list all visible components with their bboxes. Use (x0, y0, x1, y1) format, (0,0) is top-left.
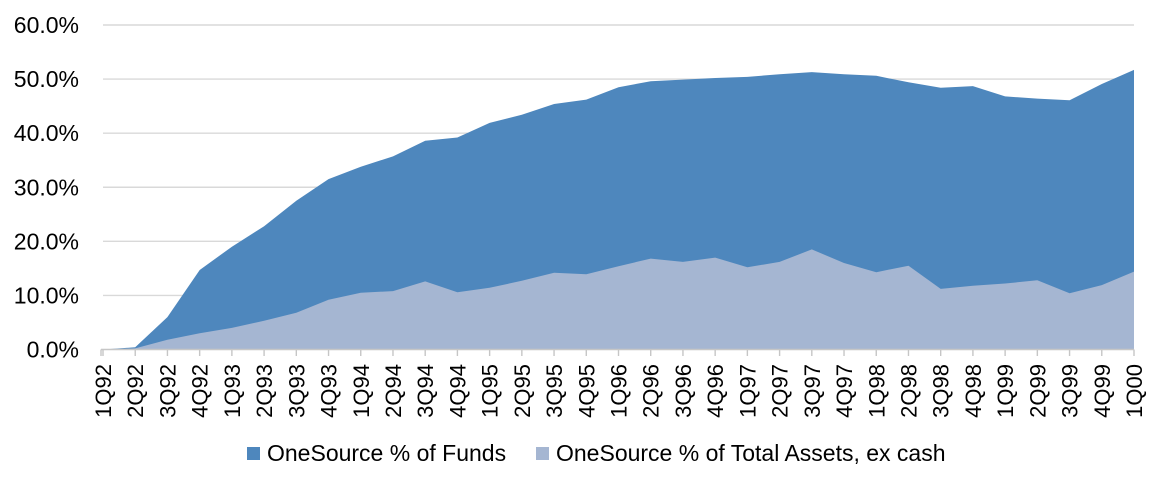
chart-legend: OneSource % of Funds OneSource % of Total… (0, 440, 1152, 470)
x-axis-label: 4Q94 (445, 364, 470, 418)
x-axis-label: 4Q98 (961, 364, 986, 418)
x-axis-label: 4Q93 (317, 364, 342, 418)
x-axis-label: 2Q95 (510, 364, 535, 418)
y-axis-label: 20.0% (14, 228, 79, 254)
x-axis-label: 1Q96 (607, 364, 632, 418)
x-axis-label: 4Q92 (188, 364, 213, 418)
x-axis-label: 3Q96 (671, 364, 696, 418)
x-axis-label: 1Q99 (993, 364, 1018, 418)
legend-swatch-icon (536, 446, 549, 460)
x-axis-label: 1Q94 (349, 364, 374, 418)
x-axis-label: 2Q99 (1025, 364, 1050, 418)
x-axis-label: 2Q98 (896, 364, 921, 418)
x-axis-label: 4Q99 (1090, 364, 1115, 418)
x-axis-label: 3Q99 (1058, 364, 1083, 418)
x-axis-label: 1Q00 (1122, 364, 1147, 418)
x-axis-label: 1Q93 (220, 364, 245, 418)
x-axis-label: 3Q98 (929, 364, 954, 418)
x-axis-label: 4Q95 (574, 364, 599, 418)
plot-area: 0.0% 10.0% 20.0% 30.0% 40.0% 50.0% 60.0% 1Q92 2Q… (14, 12, 1147, 418)
x-axis-label: 1Q98 (864, 364, 889, 418)
x-axis-label: 1Q97 (735, 364, 760, 418)
legend-label: OneSource % of Total Assets, ex cash (556, 440, 946, 466)
y-axis-label: 10.0% (14, 282, 79, 308)
x-axis-label: 4Q96 (703, 364, 728, 418)
x-axis-label: 3Q93 (284, 364, 309, 418)
x-axis-label: 3Q94 (413, 364, 438, 418)
legend-item-1: OneSource % of Total Assets, ex cash (536, 440, 946, 466)
x-axis-label: 3Q95 (542, 364, 567, 418)
y-axis-label: 60.0% (14, 12, 79, 38)
x-axis-label: 1Q92 (91, 364, 116, 418)
series-area-1 (103, 249, 1134, 350)
y-axis-label: 30.0% (14, 174, 79, 200)
y-axis-label: 50.0% (14, 66, 79, 92)
x-axis-label: 2Q92 (123, 364, 148, 418)
x-axis-label: 2Q94 (381, 364, 406, 418)
x-axis-label: 3Q97 (800, 364, 825, 418)
y-axis-label: 0.0% (27, 337, 79, 363)
legend-label: OneSource % of Funds (267, 440, 507, 466)
legend-item-0: OneSource % of Funds (247, 440, 506, 466)
x-axis-label: 2Q96 (639, 364, 664, 418)
x-axis-label: 1Q95 (478, 364, 503, 418)
legend-swatch-icon (247, 446, 260, 460)
x-axis-label: 2Q97 (768, 364, 793, 418)
y-axis-label: 40.0% (14, 120, 79, 146)
x-axis-label: 4Q97 (832, 364, 857, 418)
x-axis-label: 2Q93 (252, 364, 277, 418)
x-axis-label: 3Q92 (155, 364, 180, 418)
